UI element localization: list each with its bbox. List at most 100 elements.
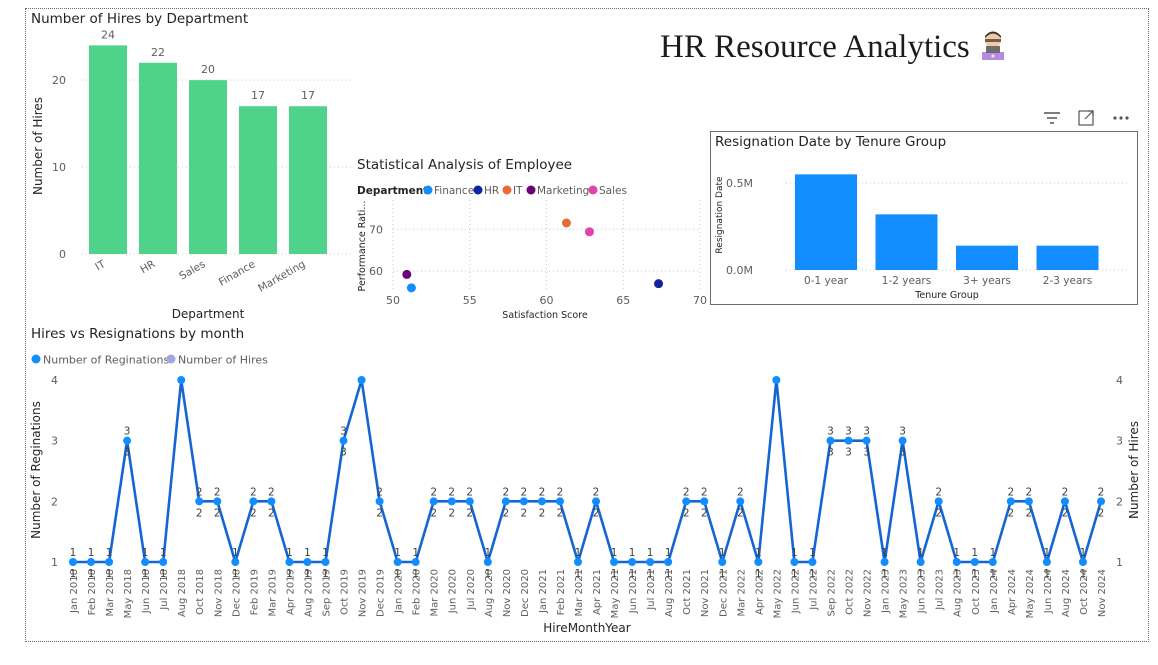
data-label: 1 [286, 547, 293, 559]
data-label: 1 [322, 547, 329, 559]
data-label: 2 [376, 507, 383, 519]
data-label: 2 [935, 486, 942, 498]
resignations-point [754, 558, 763, 566]
data-label: 2 [557, 507, 564, 519]
data-label: 1 [88, 547, 95, 559]
data-label: 3 [827, 447, 834, 459]
x-tick-label: Apr 2019 [285, 569, 296, 615]
y-tick-label: 0 [59, 248, 66, 261]
data-label: 2 [214, 507, 221, 519]
data-label: 1 [809, 568, 816, 580]
x-tick-label: Aug 2023 [953, 569, 964, 617]
bar-finance [239, 106, 277, 254]
data-label: 1 [412, 568, 419, 580]
x-tick-label: May 2021 [610, 569, 621, 618]
x-tick-label: Oct 2021 [682, 569, 693, 615]
more-options-icon[interactable] [1110, 108, 1132, 128]
data-label: 2 [430, 486, 437, 498]
y-tick-label: 0.0M [726, 264, 753, 277]
page-title: HR Resource Analytics [660, 28, 1010, 71]
bar-marketing [289, 106, 327, 254]
resignations-point [213, 497, 222, 506]
x-tick-label: Jun 2018 [141, 569, 152, 614]
x-tick-label: 50 [386, 294, 400, 307]
resignations-point [1078, 558, 1087, 566]
data-label: 2 [502, 486, 509, 498]
scatter-title: Statistical Analysis of Employee [357, 157, 573, 173]
y-axis-title: Number of Hires [31, 97, 45, 195]
focus-mode-icon[interactable] [1076, 108, 1098, 128]
data-label: 1 [286, 568, 293, 580]
data-label: 2 [683, 486, 690, 498]
data-label: 2 [430, 507, 437, 519]
x-tick-label: Jan 2018 [69, 569, 80, 614]
x-tick-label: Feb 2018 [87, 569, 98, 615]
legend-marker [588, 185, 598, 195]
y-tick-label: 1 [51, 556, 58, 569]
y2-tick-label: 1 [1116, 556, 1123, 569]
resignations-point [123, 436, 132, 445]
data-label: 1 [611, 568, 618, 580]
data-label: 1 [665, 547, 672, 559]
legend-marker [502, 185, 512, 195]
resignations-point [1042, 558, 1051, 566]
x-tick-label: HR [138, 258, 157, 276]
data-label: 1 [881, 547, 888, 559]
data-label: 2 [1026, 507, 1033, 519]
data-label: 3 [827, 426, 834, 438]
y-tick-label: 3 [51, 435, 58, 448]
y-tick-label: 2 [51, 495, 58, 508]
scatter-point [402, 269, 412, 279]
resignations-point [718, 558, 727, 566]
resignations-point [537, 497, 546, 506]
x-tick-label: 2-3 years [1043, 275, 1092, 287]
x-tick-label: Dec 2021 [718, 569, 729, 617]
data-label: 1 [484, 568, 491, 580]
resignations-point [483, 558, 492, 566]
scatter-point [654, 279, 664, 289]
data-label: 2 [502, 507, 509, 519]
resignations-point [447, 497, 456, 506]
data-label: 3 [845, 447, 852, 459]
data-label: 1 [989, 547, 996, 559]
x-tick-label: Aug 2020 [484, 569, 495, 617]
data-label: 1 [304, 568, 311, 580]
x-tick-label: 70 [693, 294, 707, 307]
legend-label: Marketing [537, 185, 589, 197]
x-tick-label: May 2018 [123, 569, 134, 618]
data-label: 1 [629, 547, 636, 559]
data-label: 1 [1080, 547, 1087, 559]
resignations-point [195, 497, 204, 506]
x-tick-label: Sales [177, 258, 207, 282]
data-label: 1 [647, 568, 654, 580]
legend-marker [423, 185, 433, 195]
y-axis-title: Performance Rati... [357, 201, 368, 292]
x-tick-label: Apr 2022 [754, 569, 765, 615]
resignations-point [339, 436, 348, 445]
resignations-point [357, 376, 366, 384]
resignations-point [664, 558, 673, 566]
data-label: 2 [214, 486, 221, 498]
bar-tenure [1036, 245, 1099, 270]
bar-tenure [795, 174, 857, 270]
data-label: 1 [142, 547, 149, 559]
legend-marker [526, 185, 536, 195]
x-tick-label: Jan 2020 [394, 569, 405, 614]
x-tick-label: Apr 2024 [1007, 569, 1018, 615]
x-tick-label: 55 [463, 294, 477, 307]
x-tick-label: Mar 2018 [105, 569, 116, 617]
legend-marker [166, 354, 176, 364]
data-label: 1 [917, 568, 924, 580]
filter-icon[interactable] [1041, 108, 1063, 128]
resignations-point [159, 558, 168, 566]
y-axis-title: Number of Reginations [29, 401, 43, 539]
x-tick-label: May 2022 [772, 569, 783, 618]
resignations-point [249, 497, 258, 506]
data-label: 1 [971, 568, 978, 580]
line-chart-title: Hires vs Resignations by month [31, 326, 245, 342]
data-label: 1 [394, 568, 401, 580]
resignations-point [880, 558, 889, 566]
data-label: 1 [575, 568, 582, 580]
resignations-point [177, 376, 186, 384]
